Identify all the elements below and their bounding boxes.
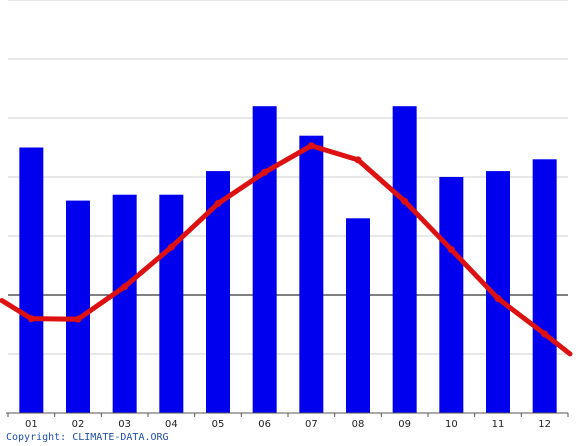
bar-01	[19, 147, 44, 413]
x-tick-label-03: 03	[118, 419, 131, 430]
bar-02	[66, 200, 90, 413]
bar-06	[252, 106, 277, 413]
point-09	[401, 197, 409, 205]
bar-04	[159, 194, 184, 413]
bar-05	[206, 171, 230, 413]
copyright-text: Copyright: CLIMATE-DATA.ORG	[6, 432, 169, 443]
point-12	[541, 330, 549, 338]
point-10	[447, 246, 455, 254]
point-01	[27, 315, 35, 323]
bar-07	[299, 135, 324, 413]
precipitation-bars	[19, 106, 557, 413]
x-tick-label-06: 06	[258, 419, 271, 430]
bar-09	[392, 106, 417, 413]
bar-10	[439, 177, 464, 413]
point-03	[121, 283, 129, 291]
point-08	[354, 156, 362, 164]
point-04	[167, 243, 175, 251]
x-tick-label-10: 10	[445, 419, 458, 430]
bar-08	[346, 218, 370, 413]
x-tick-label-08: 08	[352, 419, 365, 430]
x-tick-label-04: 04	[165, 419, 178, 430]
x-tick-label-09: 09	[398, 419, 411, 430]
point-02	[74, 315, 82, 323]
point-07	[307, 142, 315, 150]
x-axis	[6, 412, 569, 417]
x-tick-label-11: 11	[492, 419, 505, 430]
point-06	[261, 168, 269, 176]
x-tick-label-07: 07	[305, 419, 318, 430]
bar-03	[112, 194, 137, 413]
x-tick-label-05: 05	[212, 419, 225, 430]
point-05	[214, 200, 222, 208]
temperature-series-line	[0, 143, 573, 357]
grid-lines	[8, 0, 568, 355]
x-tick-label-01: 01	[25, 419, 38, 430]
x-tick-label-02: 02	[72, 419, 85, 430]
temperature-line	[0, 142, 573, 357]
x-tick-label-12: 12	[538, 419, 551, 430]
x-tick-labels: 01 02 03 04 05 06 07 08 09 10 11 12	[25, 419, 551, 430]
point-11	[494, 295, 502, 303]
bar-12	[532, 159, 557, 413]
